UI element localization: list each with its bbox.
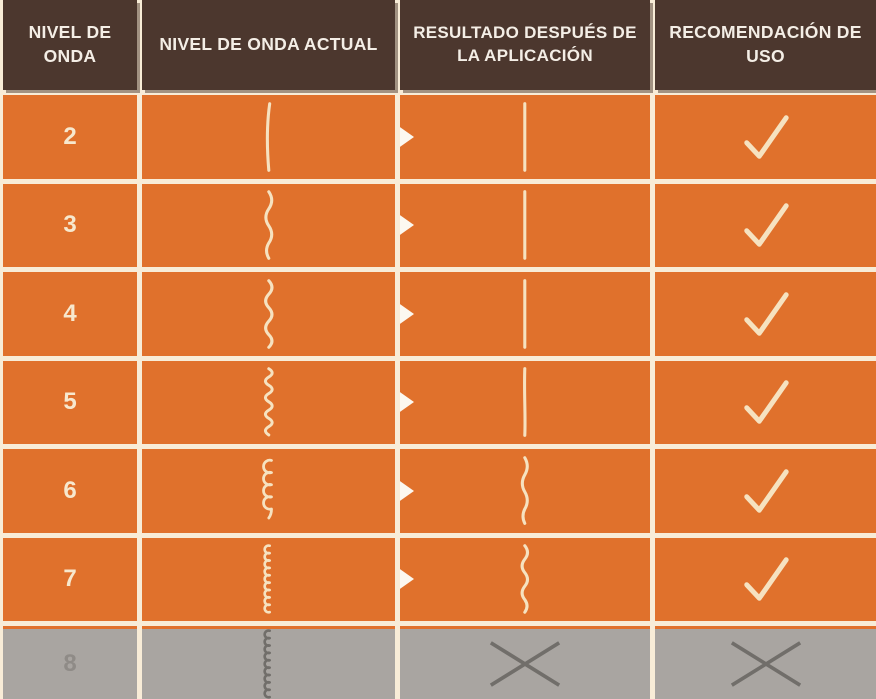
recommendation-cell (655, 95, 876, 179)
check-mark-icon (743, 557, 789, 601)
medium-wave-line-icon (520, 544, 530, 615)
current-wave-cell (142, 95, 395, 179)
arrow-right-icon (400, 390, 414, 415)
result-cell (400, 95, 650, 179)
level-number: 8 (63, 650, 77, 677)
level-cell: 8 (3, 626, 137, 699)
medium-wave-line-icon (263, 278, 274, 349)
arrow-right-icon (400, 213, 414, 238)
current-wave-cell (142, 537, 395, 621)
x-mark-icon (730, 641, 801, 687)
level-cell: 4 (3, 272, 137, 356)
check-mark-icon (743, 203, 789, 247)
recommendation-cell (655, 183, 876, 267)
tight-coil-line-icon (263, 544, 271, 614)
result-cell (400, 626, 650, 699)
header-label: NIVEL DE ONDA (28, 22, 112, 66)
x-mark-icon (489, 641, 561, 687)
tight-coil-line-icon (263, 629, 271, 699)
level-number: 4 (63, 299, 77, 327)
level-number: 2 (63, 122, 77, 150)
slight-curve-line-icon (265, 101, 271, 172)
straight-line-icon (523, 101, 527, 172)
header-resultado-despues: RESULTADO DESPUÉS DE LA APLICACIÓN (400, 0, 650, 90)
straight-line-icon (523, 278, 527, 349)
loose-curl-line-icon (261, 458, 273, 520)
level-cell: 6 (3, 449, 137, 533)
level-cell: 3 (3, 183, 137, 267)
header-recomendacion-de-uso: RECOMENDACIÓN DE USO (655, 0, 876, 90)
check-mark-icon (743, 469, 789, 513)
header-nivel-de-onda-actual: NIVEL DE ONDA ACTUAL (142, 0, 395, 90)
current-wave-cell (142, 449, 395, 533)
header-nivel-de-onda: NIVEL DE ONDA (3, 0, 137, 90)
current-wave-cell (142, 360, 395, 444)
result-cell (400, 272, 650, 356)
arrow-right-icon (400, 301, 414, 326)
recommendation-cell (655, 626, 876, 699)
level-number: 3 (63, 211, 77, 239)
gentle-wave-line-icon (264, 190, 273, 261)
level-number: 5 (63, 388, 77, 416)
check-mark-icon (743, 292, 789, 336)
current-wave-cell (142, 626, 395, 699)
header-label: NIVEL DE ONDA ACTUAL (159, 34, 378, 55)
arrow-right-icon (400, 567, 414, 592)
level-number: 7 (63, 565, 77, 593)
level-cell: 2 (3, 95, 137, 179)
result-cell (400, 537, 650, 621)
level-cell: 5 (3, 360, 137, 444)
check-mark-icon (743, 380, 789, 424)
recommendation-cell (655, 449, 876, 533)
header-label: RECOMENDACIÓN DE USO (669, 22, 862, 66)
current-wave-cell (142, 272, 395, 356)
arrow-right-icon (400, 124, 414, 149)
gentle-wave-line-icon (521, 455, 529, 525)
tight-wave-line-icon (263, 367, 274, 437)
level-number: 6 (63, 476, 77, 504)
recommendation-cell (655, 272, 876, 356)
level-cell: 7 (3, 537, 137, 621)
header-label: RESULTADO DESPUÉS DE LA APLICACIÓN (413, 23, 637, 65)
result-cell (400, 449, 650, 533)
current-wave-cell (142, 183, 395, 267)
result-cell (400, 360, 650, 444)
arrow-right-icon (400, 478, 414, 503)
straight-line-icon (523, 367, 527, 438)
check-mark-icon (743, 115, 789, 159)
straight-line-icon (523, 190, 527, 261)
recommendation-cell (655, 360, 876, 444)
recommendation-cell (655, 537, 876, 621)
result-cell (400, 183, 650, 267)
